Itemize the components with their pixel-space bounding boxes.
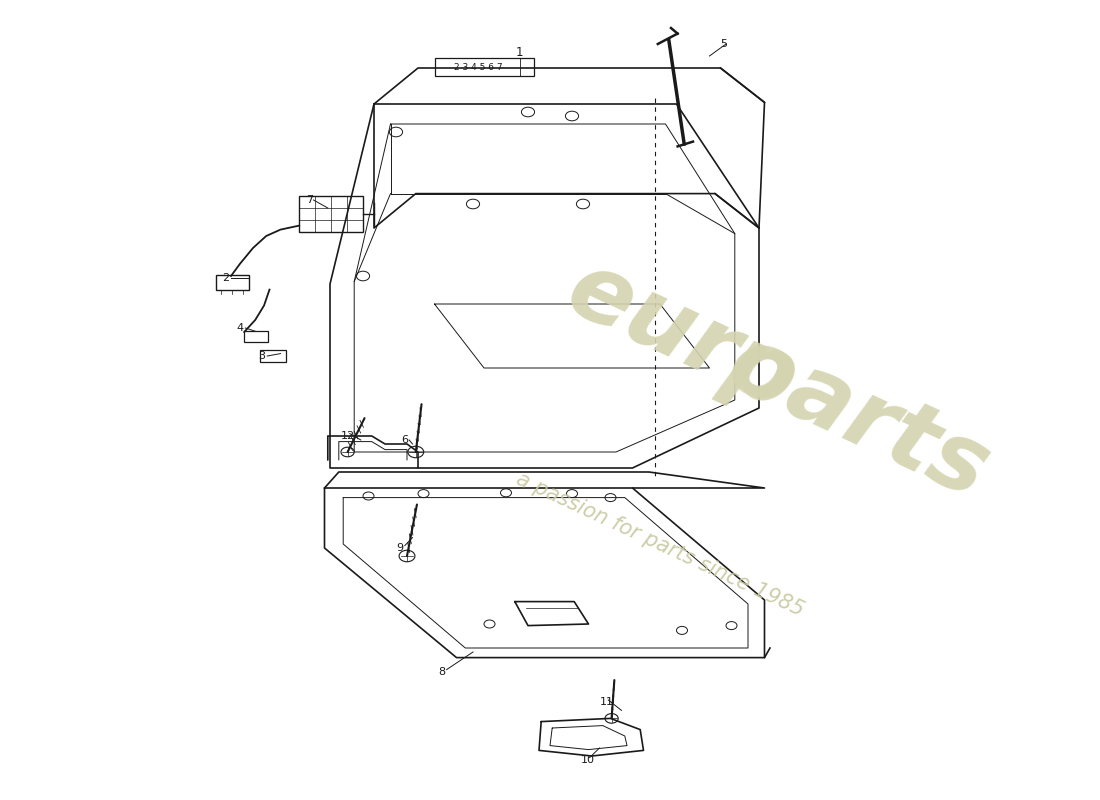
FancyBboxPatch shape: [434, 58, 534, 76]
Text: 12: 12: [341, 431, 355, 441]
Text: 11: 11: [600, 698, 614, 707]
Text: 2: 2: [222, 274, 229, 283]
Text: 4: 4: [236, 323, 243, 333]
FancyBboxPatch shape: [244, 331, 268, 342]
FancyBboxPatch shape: [260, 350, 286, 362]
Text: 7: 7: [306, 195, 312, 205]
Text: 8: 8: [438, 667, 444, 677]
Text: euro: euro: [552, 243, 812, 429]
Text: 2 3 4 5 6 7: 2 3 4 5 6 7: [453, 62, 503, 72]
Text: 5: 5: [720, 39, 727, 49]
Text: parts: parts: [712, 315, 1004, 517]
FancyBboxPatch shape: [216, 275, 249, 290]
Text: 10: 10: [581, 755, 595, 765]
Text: a passion for parts since 1985: a passion for parts since 1985: [513, 468, 807, 620]
FancyBboxPatch shape: [299, 196, 363, 232]
Text: 6: 6: [402, 435, 408, 445]
Text: 1: 1: [516, 46, 522, 59]
Text: 3: 3: [258, 351, 265, 361]
Text: 9: 9: [396, 543, 403, 553]
